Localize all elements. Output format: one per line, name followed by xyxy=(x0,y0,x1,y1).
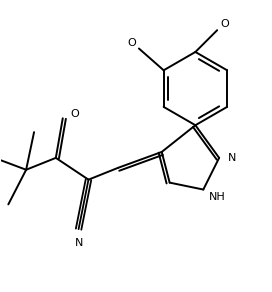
Text: NH: NH xyxy=(209,192,225,202)
Text: O: O xyxy=(128,38,136,48)
Text: O: O xyxy=(221,19,230,29)
Text: N: N xyxy=(75,238,83,248)
Text: O: O xyxy=(70,109,79,119)
Text: N: N xyxy=(228,153,236,163)
